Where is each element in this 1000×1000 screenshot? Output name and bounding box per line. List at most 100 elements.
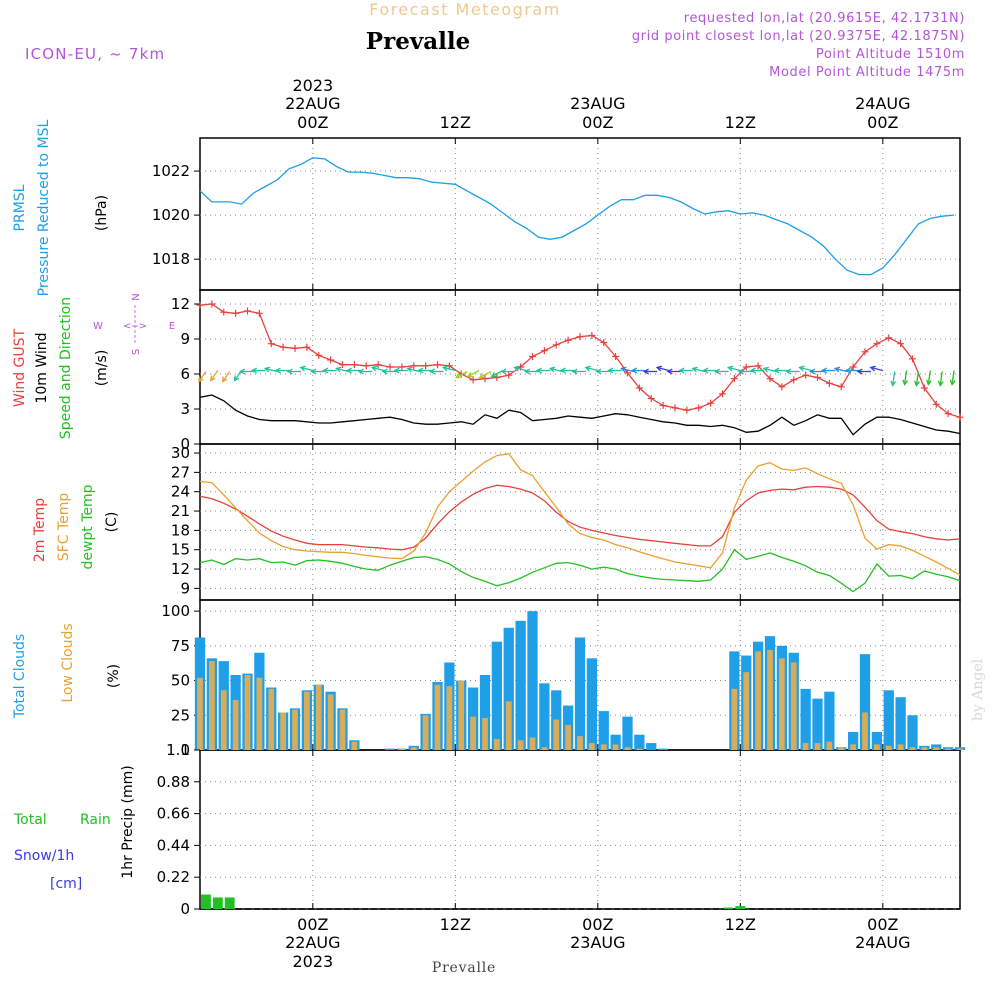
gust-marker	[849, 363, 857, 371]
low-cloud-bar	[553, 719, 560, 750]
low-cloud-bar	[493, 738, 500, 750]
gust-marker	[719, 390, 726, 398]
wind-arrow	[763, 367, 777, 373]
total-cloud-bar	[859, 654, 871, 750]
low-cloud-bar	[636, 748, 643, 750]
gust-marker	[493, 374, 501, 381]
gust-marker	[588, 332, 596, 339]
total-cloud-bar	[503, 627, 514, 750]
gust-marker	[742, 363, 750, 371]
total-cloud-bar	[539, 683, 550, 750]
gust-marker	[778, 383, 786, 391]
gust-marker	[505, 371, 513, 379]
wind-arrow	[870, 366, 883, 372]
gust-marker	[445, 362, 453, 370]
wind-arrow-head	[429, 368, 436, 375]
wind-frame	[199, 289, 961, 445]
wind-arrow-head	[513, 365, 520, 372]
date-label-bottom: 24AUG	[855, 933, 910, 952]
wind-arrow	[892, 371, 896, 386]
wind-arrow-head	[310, 368, 317, 375]
temp-label-2: SFC Temp	[56, 493, 72, 562]
wind-arrow	[222, 371, 231, 382]
wind-arrow-head	[737, 368, 744, 375]
wind-arrow	[621, 367, 634, 373]
low-cloud-bar	[339, 709, 346, 750]
wind-arrow-head	[455, 372, 462, 379]
wind-arrow-head	[584, 365, 591, 372]
clouds-y-tick-label: 100	[161, 602, 190, 620]
requested-coords: requested lon,lat (20.9615E, 42.1731N)	[684, 11, 965, 26]
low-cloud-bar	[873, 744, 880, 750]
gust-marker	[291, 344, 299, 352]
gust-marker	[362, 362, 370, 370]
gust-marker	[220, 308, 228, 316]
gust-marker	[255, 309, 263, 317]
gust-marker	[707, 399, 715, 407]
wind-arrow-head	[335, 366, 342, 373]
wind-label-2: 10m Wind	[34, 332, 50, 403]
wind-arrow-head	[925, 379, 932, 386]
wind-y-tick-label: 3	[180, 400, 190, 418]
wind-arrow-head	[820, 367, 828, 374]
total-cloud-bar	[515, 620, 526, 750]
gust-marker	[469, 376, 477, 384]
compass-n: N	[131, 293, 142, 300]
wind-arrow-head	[490, 371, 497, 378]
pressure-label-1: PRMSL	[12, 184, 28, 231]
temp-y-tick-label: 21	[171, 502, 190, 520]
low-cloud-bar	[945, 748, 952, 750]
low-cloud-bar	[565, 725, 572, 750]
wind-y-tick-label: 6	[180, 365, 190, 383]
gust-marker	[920, 384, 928, 392]
pressure-y-axis: 1018 1020 1022	[152, 162, 960, 268]
wind-arrow	[336, 367, 349, 373]
gust-marker	[944, 410, 952, 418]
wind-speed-line	[199, 394, 961, 436]
temp-y-tick-label: 12	[171, 560, 190, 578]
gust-marker	[730, 375, 738, 383]
low-cloud-bar	[612, 744, 619, 750]
gust-marker	[339, 361, 346, 369]
date-label-top: 23AUG	[570, 94, 625, 113]
wind-arrow-head	[785, 368, 792, 375]
compass-s: S	[131, 349, 142, 355]
low-cloud-bar	[909, 747, 916, 750]
wind-arrow-head	[666, 368, 673, 375]
temp-panel	[199, 443, 961, 601]
precip-bars	[200, 894, 960, 910]
pressure-y-tick-label: 1018	[152, 250, 190, 268]
temp-y-tick-label: 30	[171, 444, 190, 462]
low-cloud-bar	[327, 694, 334, 750]
wind-panel	[199, 289, 961, 445]
rain-bar	[212, 897, 223, 909]
wind-arrow	[728, 366, 741, 372]
wind-arrow-head	[607, 367, 614, 374]
precip-panel	[199, 749, 961, 910]
gust-marker	[802, 371, 810, 379]
wind-arrow-head	[833, 366, 841, 373]
low-cloud-bar	[885, 745, 892, 750]
pressure-unit: (hPa)	[94, 195, 110, 231]
wind-arrow-head	[844, 367, 851, 374]
wind-arrow	[799, 366, 812, 372]
gust-marker	[885, 334, 893, 342]
total-cloud-bar	[883, 690, 894, 750]
temp-y-tick-label: 15	[171, 541, 190, 559]
wind-arrow-head	[441, 365, 449, 372]
low-cloud-bar	[743, 672, 750, 750]
low-cloud-bar	[529, 737, 536, 750]
date-label-top: 24AUG	[855, 94, 910, 113]
gust-marker	[529, 353, 536, 360]
credit: by Angel	[970, 658, 986, 721]
wind-arrow-head	[548, 366, 556, 373]
low-cloud-bar	[482, 718, 488, 750]
rain-bar	[201, 894, 211, 909]
gust-marker	[790, 376, 798, 384]
wind-arrow-head	[221, 376, 228, 383]
total-cloud-bar	[610, 734, 621, 750]
gust-marker	[303, 343, 311, 351]
wind-arrow-head	[798, 365, 805, 372]
pressure-y-tick-label: 1020	[152, 206, 190, 224]
wind-arrow-head	[274, 367, 281, 374]
